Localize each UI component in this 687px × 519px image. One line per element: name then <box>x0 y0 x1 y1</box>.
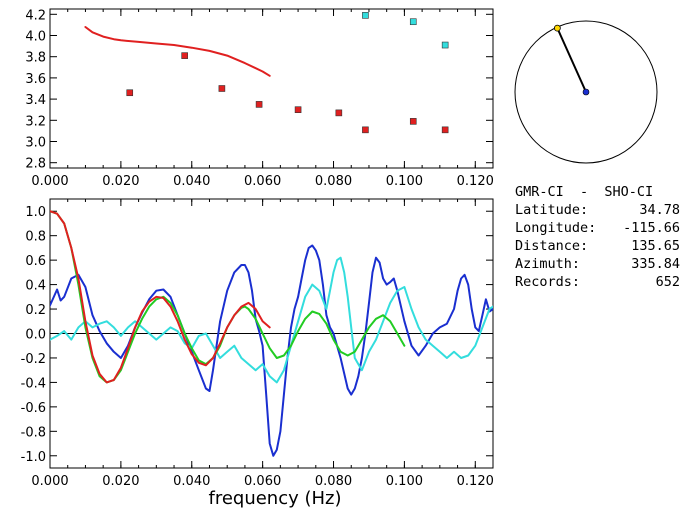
data-point <box>409 118 417 125</box>
x-tick-label: 0.060 <box>244 474 281 489</box>
top-chart: 0.000 0.020 0.040 0.060 0.080 0.100 0.120 2.8 3.… <box>25 8 494 189</box>
info-value: 34.78 <box>639 202 680 218</box>
event-marker <box>553 24 561 32</box>
map-inset <box>514 20 658 164</box>
info-title: GMR-CI - SHO-CI <box>515 184 654 200</box>
plot-area <box>84 12 449 134</box>
x-tick-label: 0.000 <box>31 474 68 489</box>
data-point <box>441 41 449 49</box>
y-tick-label: 3.6 <box>25 72 46 87</box>
plot-area <box>50 210 493 457</box>
y-tick-label: 2.8 <box>25 157 46 172</box>
x-tick-label: 0.000 <box>31 174 68 189</box>
info-value: -115.66 <box>623 220 680 236</box>
y-tick-label: 0.6 <box>25 254 46 269</box>
info-label: Longitude: <box>515 220 597 236</box>
series-line <box>50 244 493 457</box>
info-label: Latitude: <box>515 202 589 218</box>
x-tick-label: 0.040 <box>173 474 210 489</box>
y-tick-label: 0.2 <box>25 303 46 318</box>
x-tick-label: 0.060 <box>244 174 281 189</box>
data-point <box>294 106 302 113</box>
info-label: Records: <box>515 274 581 290</box>
data-point <box>255 101 263 108</box>
map-circle <box>514 20 658 164</box>
x-tick-label: 0.100 <box>386 474 423 489</box>
y-tick-label: 3.4 <box>25 93 46 108</box>
x-tick-label: 0.100 <box>386 174 423 189</box>
info-row-azimuth: Azimuth: 335.84 <box>515 255 680 273</box>
station-marker <box>582 88 590 96</box>
y-tick-label: 3.0 <box>25 136 46 151</box>
data-point <box>126 89 134 97</box>
data-point <box>335 109 343 117</box>
x-tick-label: 0.080 <box>315 474 352 489</box>
x-tick-label: 0.040 <box>173 174 210 189</box>
data-point <box>441 126 449 134</box>
y-tick-label: 3.2 <box>25 114 46 129</box>
x-tick-label: 0.020 <box>102 474 139 489</box>
azimuth-line <box>556 27 587 93</box>
series-line <box>50 256 493 384</box>
info-label: Azimuth: <box>515 256 581 272</box>
data-point <box>409 18 417 26</box>
data-point <box>362 12 369 19</box>
info-panel: GMR-CI - SHO-CI Latitude: 34.78 Longitud… <box>515 183 680 291</box>
y-tick-label: -1.0 <box>21 450 46 465</box>
x-axis-title: frequency (Hz) <box>208 488 341 509</box>
y-tick-label: 4.0 <box>25 30 46 45</box>
y-tick-label: 0.0 <box>25 328 46 343</box>
series-line <box>50 210 271 384</box>
y-tick-label: -0.6 <box>21 401 46 416</box>
plot-frame <box>49 8 494 169</box>
x-tick-label: 0.120 <box>457 474 494 489</box>
y-tick-label: 0.4 <box>25 279 46 294</box>
y-tick-label: -0.2 <box>21 352 46 367</box>
x-tick-label: 0.080 <box>315 174 352 189</box>
y-tick-label: 3.8 <box>25 51 46 66</box>
data-point <box>362 126 369 134</box>
data-point <box>181 52 188 59</box>
y-tick-label: 0.8 <box>25 230 46 245</box>
x-tick-label: 0.120 <box>457 174 494 189</box>
info-row-longitude: Longitude: -115.66 <box>515 219 680 237</box>
info-value: 335.84 <box>631 256 680 272</box>
info-row-records: Records: 652 <box>515 273 680 291</box>
series-line <box>84 26 271 77</box>
info-value: 652 <box>655 274 680 290</box>
y-tick-label: 4.2 <box>25 8 46 23</box>
y-tick-label: 1.0 <box>25 205 46 220</box>
bottom-chart: 0.000 0.020 0.040 0.060 0.080 0.100 0.120 -1.0 -… <box>21 198 494 489</box>
info-label: Distance: <box>515 238 589 254</box>
y-tick-label: -0.4 <box>21 376 46 391</box>
info-value: 135.65 <box>631 238 680 254</box>
info-row-latitude: Latitude: 34.78 <box>515 201 680 219</box>
series-line <box>50 210 406 384</box>
info-row-distance: Distance: 135.65 <box>515 237 680 255</box>
x-tick-label: 0.020 <box>102 174 139 189</box>
y-tick-label: -0.8 <box>21 425 46 440</box>
data-point <box>218 85 226 92</box>
